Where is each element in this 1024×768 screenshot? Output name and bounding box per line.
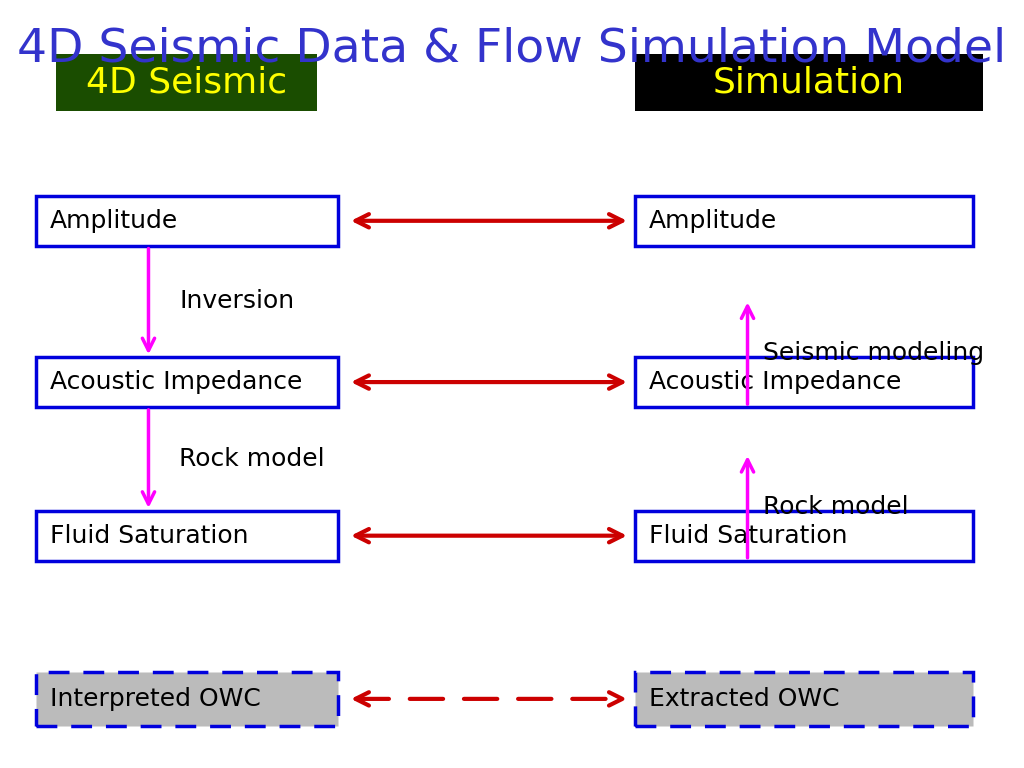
FancyBboxPatch shape: [635, 511, 973, 561]
Text: Fluid Saturation: Fluid Saturation: [649, 524, 848, 548]
Text: Seismic modeling: Seismic modeling: [763, 341, 984, 366]
Text: Simulation: Simulation: [713, 65, 905, 100]
Text: 4D Seismic: 4D Seismic: [86, 65, 288, 100]
Text: Amplitude: Amplitude: [649, 209, 777, 233]
FancyBboxPatch shape: [56, 54, 317, 111]
FancyBboxPatch shape: [635, 357, 973, 407]
Text: Fluid Saturation: Fluid Saturation: [50, 524, 249, 548]
FancyBboxPatch shape: [635, 54, 983, 111]
Text: Rock model: Rock model: [179, 447, 325, 471]
FancyBboxPatch shape: [635, 672, 973, 726]
Text: Interpreted OWC: Interpreted OWC: [50, 687, 261, 711]
Text: 4D Seismic Data & Flow Simulation Model: 4D Seismic Data & Flow Simulation Model: [17, 27, 1007, 72]
Text: Extracted OWC: Extracted OWC: [649, 687, 840, 711]
Text: Rock model: Rock model: [763, 495, 908, 519]
FancyBboxPatch shape: [36, 196, 338, 246]
FancyBboxPatch shape: [635, 196, 973, 246]
FancyBboxPatch shape: [36, 357, 338, 407]
Text: Acoustic Impedance: Acoustic Impedance: [649, 370, 901, 394]
Text: Acoustic Impedance: Acoustic Impedance: [50, 370, 302, 394]
Text: Inversion: Inversion: [179, 290, 294, 313]
Text: Amplitude: Amplitude: [50, 209, 178, 233]
FancyBboxPatch shape: [36, 672, 338, 726]
FancyBboxPatch shape: [36, 511, 338, 561]
